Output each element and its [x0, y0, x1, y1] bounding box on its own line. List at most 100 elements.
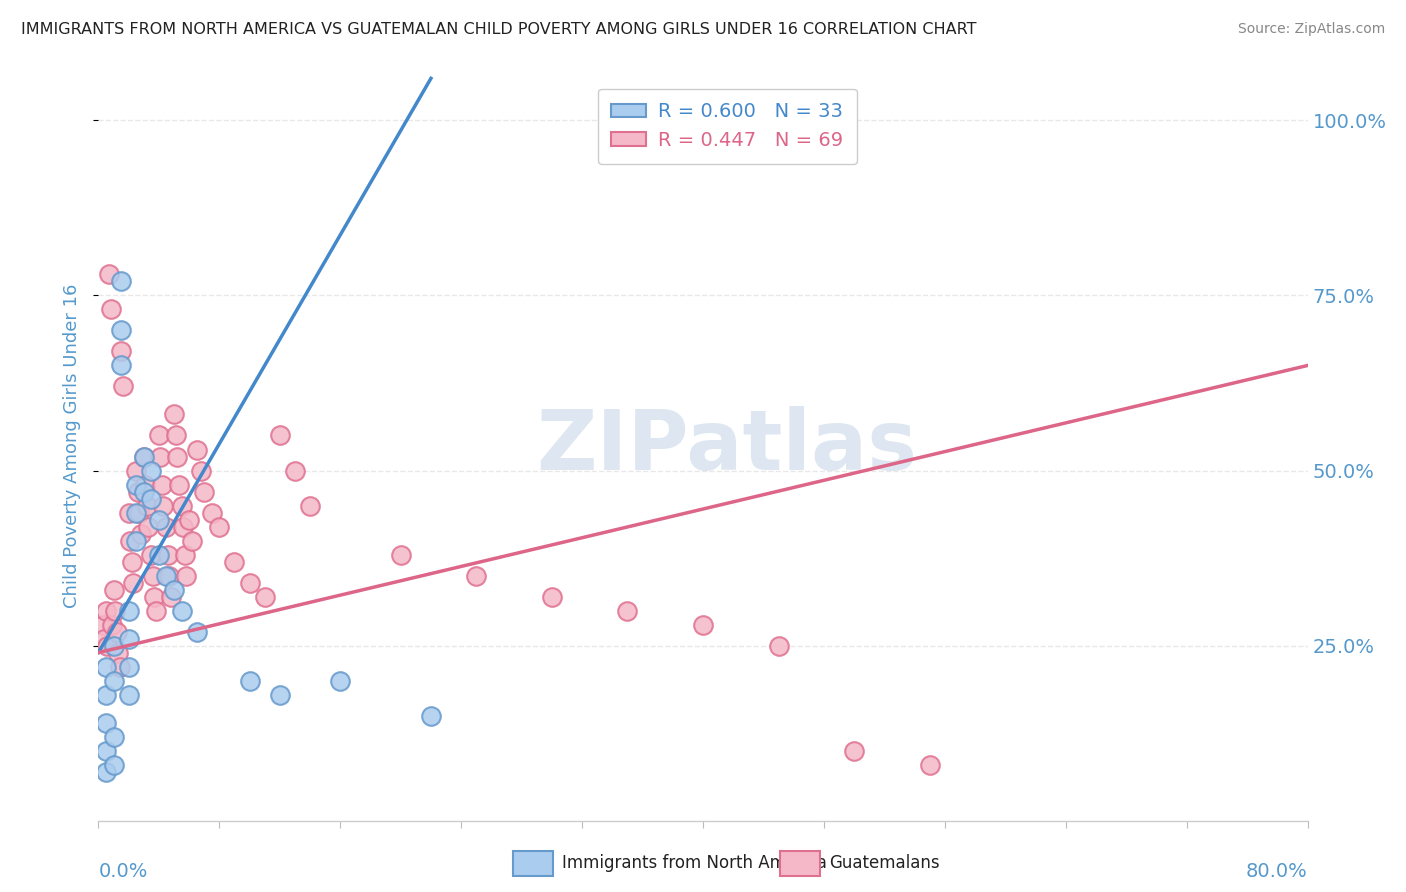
- Point: [918, 757, 941, 772]
- Point: [253, 590, 276, 604]
- Point: [172, 519, 194, 533]
- Point: [173, 548, 195, 562]
- Point: [181, 533, 204, 548]
- Point: [110, 359, 132, 373]
- Point: [141, 548, 163, 562]
- Point: [122, 575, 145, 590]
- Point: [129, 526, 152, 541]
- Point: [108, 659, 131, 673]
- Point: [134, 477, 156, 491]
- Point: [224, 555, 246, 569]
- Point: [148, 428, 170, 442]
- Point: [174, 568, 197, 582]
- Point: [121, 555, 143, 569]
- Point: [692, 617, 714, 632]
- Point: [118, 632, 141, 646]
- Point: [150, 477, 173, 491]
- Point: [239, 575, 262, 590]
- Text: Source: ZipAtlas.com: Source: ZipAtlas.com: [1237, 22, 1385, 37]
- Point: [98, 268, 121, 282]
- Point: [100, 302, 122, 317]
- Point: [160, 590, 183, 604]
- Point: [118, 506, 141, 520]
- Text: Guatemalans: Guatemalans: [830, 854, 941, 871]
- Text: 0.0%: 0.0%: [98, 862, 148, 881]
- Point: [125, 477, 148, 491]
- Point: [104, 603, 127, 617]
- Point: [110, 275, 132, 289]
- Point: [94, 764, 117, 779]
- Point: [141, 463, 163, 477]
- Point: [152, 499, 174, 513]
- Point: [389, 548, 412, 562]
- Point: [127, 484, 149, 499]
- Point: [103, 582, 125, 597]
- Point: [132, 484, 155, 499]
- Point: [101, 617, 124, 632]
- Point: [135, 499, 157, 513]
- Point: [201, 506, 224, 520]
- Text: IMMIGRANTS FROM NORTH AMERICA VS GUATEMALAN CHILD POVERTY AMONG GIRLS UNDER 16 C: IMMIGRANTS FROM NORTH AMERICA VS GUATEMA…: [21, 22, 977, 37]
- Point: [125, 463, 148, 477]
- Text: Immigrants from North America: Immigrants from North America: [562, 854, 827, 871]
- Point: [118, 688, 141, 702]
- Point: [165, 428, 187, 442]
- Point: [118, 603, 141, 617]
- Point: [193, 484, 215, 499]
- Point: [167, 477, 190, 491]
- Point: [105, 624, 128, 639]
- Text: ZIPatlas: ZIPatlas: [537, 406, 918, 486]
- Point: [132, 450, 155, 464]
- Point: [170, 499, 193, 513]
- Point: [143, 590, 166, 604]
- Point: [142, 568, 165, 582]
- Legend: R = 0.600   N = 33, R = 0.447   N = 69: R = 0.600 N = 33, R = 0.447 N = 69: [598, 88, 856, 163]
- Point: [94, 743, 117, 757]
- Point: [136, 519, 159, 533]
- Point: [148, 512, 170, 526]
- Point: [299, 499, 322, 513]
- Point: [269, 428, 291, 442]
- Point: [616, 603, 638, 617]
- Point: [103, 639, 125, 653]
- Point: [540, 590, 562, 604]
- Point: [155, 519, 177, 533]
- Point: [329, 673, 352, 688]
- Text: 80.0%: 80.0%: [1246, 862, 1308, 881]
- Point: [118, 659, 141, 673]
- Point: [844, 743, 866, 757]
- Point: [186, 624, 208, 639]
- Point: [103, 730, 125, 744]
- Point: [159, 568, 181, 582]
- Point: [190, 463, 212, 477]
- Point: [110, 323, 132, 337]
- Point: [103, 673, 125, 688]
- Point: [239, 673, 262, 688]
- Point: [149, 450, 172, 464]
- Point: [141, 491, 163, 506]
- Point: [111, 379, 134, 393]
- Point: [186, 442, 208, 457]
- Point: [208, 519, 231, 533]
- Point: [284, 463, 307, 477]
- Point: [148, 548, 170, 562]
- Point: [125, 506, 148, 520]
- Point: [145, 603, 167, 617]
- Point: [269, 688, 291, 702]
- Point: [156, 548, 179, 562]
- Point: [120, 533, 142, 548]
- Point: [166, 450, 188, 464]
- Point: [132, 450, 155, 464]
- Point: [465, 568, 488, 582]
- Point: [179, 512, 201, 526]
- Point: [163, 582, 186, 597]
- Point: [96, 639, 118, 653]
- Y-axis label: Child Poverty Among Girls Under 16: Child Poverty Among Girls Under 16: [63, 284, 82, 608]
- Point: [94, 659, 117, 673]
- Point: [94, 715, 117, 730]
- Point: [128, 506, 150, 520]
- Point: [170, 603, 193, 617]
- Point: [125, 533, 148, 548]
- Point: [155, 568, 177, 582]
- Point: [94, 603, 117, 617]
